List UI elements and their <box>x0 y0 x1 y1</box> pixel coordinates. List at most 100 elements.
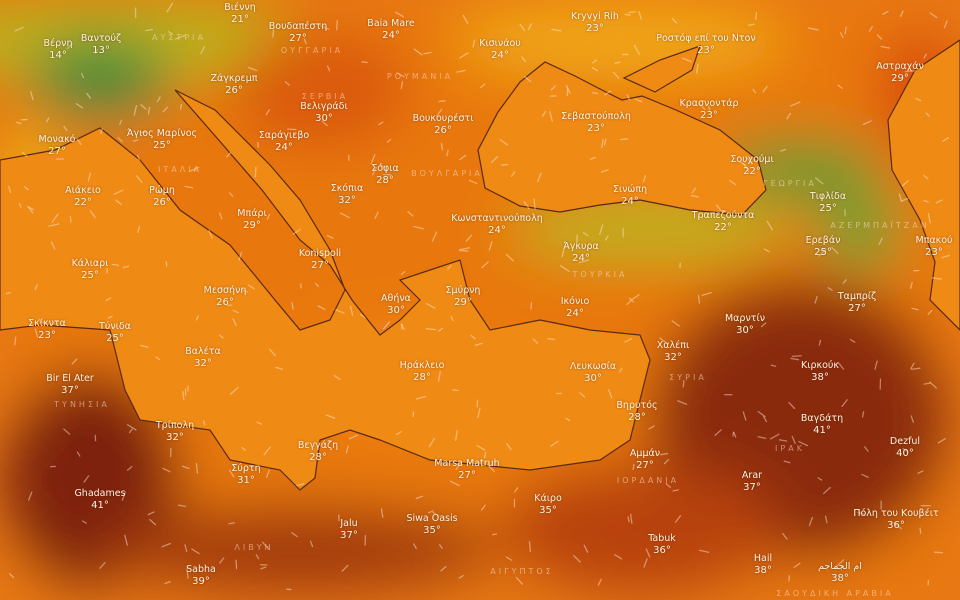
city-marker[interactable]: Κωνσταντινούπολη 24° <box>451 213 543 237</box>
wind-streak <box>919 527 922 534</box>
city-marker[interactable]: Ghadames 41° <box>74 488 125 512</box>
city-marker[interactable]: ام الجماجم 38° <box>818 561 862 585</box>
city-marker[interactable]: Χαλέπι 32° <box>657 340 689 364</box>
city-marker[interactable]: Ερεβάν 25° <box>806 235 841 259</box>
city-temperature: 38° <box>754 565 772 576</box>
city-marker[interactable]: Άγιος Μαρίνος 25° <box>127 128 197 152</box>
city-marker[interactable]: Άγκυρα 24° <box>563 241 599 265</box>
city-marker[interactable]: Σμύρνη 29° <box>446 285 481 309</box>
city-marker[interactable]: Σόφια 28° <box>371 163 399 187</box>
wind-streak <box>696 63 699 74</box>
city-marker[interactable]: Τραπεζούντα 22° <box>692 210 755 234</box>
city-marker[interactable]: Marsa Matruh 27° <box>434 458 499 482</box>
wind-streak <box>71 358 78 365</box>
city-marker[interactable]: Τρίπολη 32° <box>156 420 194 444</box>
city-marker[interactable]: Jalu 37° <box>340 518 358 542</box>
wind-streak <box>438 100 446 103</box>
city-marker[interactable]: Κάιρο 35° <box>534 493 562 517</box>
wind-streak <box>476 445 486 451</box>
city-temperature: 25° <box>81 270 99 281</box>
city-marker[interactable]: Kryvyi Rih 23° <box>571 11 619 35</box>
city-temperature: 39° <box>192 576 210 587</box>
city-marker[interactable]: Μπάρι 29° <box>237 208 266 232</box>
wind-streak <box>105 297 112 302</box>
city-temperature: 27° <box>311 260 329 271</box>
wind-streak <box>901 180 909 187</box>
wind-streak <box>612 71 620 79</box>
city-marker[interactable]: Κιρκούκ 38° <box>801 360 839 384</box>
city-marker[interactable]: Hail 38° <box>754 553 772 577</box>
city-marker[interactable]: Σουχούμι 22° <box>730 154 773 178</box>
wind-streak <box>147 511 155 516</box>
city-marker[interactable]: Ταμπρίζ 27° <box>838 291 876 315</box>
city-marker[interactable]: Βαγδάτη 41° <box>801 413 843 437</box>
city-marker[interactable]: Αστραχάν 29° <box>876 61 924 85</box>
city-marker[interactable]: Βέρνη 14° <box>43 38 72 62</box>
wind-streak <box>911 367 921 370</box>
city-marker[interactable]: Βιέννη 21° <box>224 2 256 26</box>
wind-streak <box>456 69 466 73</box>
city-marker[interactable]: Βεγγάζη 28° <box>298 440 338 464</box>
city-marker[interactable]: Σαράγιεβο 24° <box>259 130 309 154</box>
city-marker[interactable]: Βουκουρέστι 26° <box>413 113 474 137</box>
city-marker[interactable]: Λευκωσία 30° <box>570 361 616 385</box>
city-temperature: 24° <box>572 253 590 264</box>
city-name: Κάιρο <box>534 493 562 504</box>
wind-streak <box>592 59 598 64</box>
city-marker[interactable]: Τύνιδα 25° <box>99 321 131 345</box>
city-marker[interactable]: Σεβαστούπολη 23° <box>561 111 631 135</box>
wind-streak <box>665 482 672 488</box>
wind-streak <box>483 451 487 459</box>
city-marker[interactable]: Sabha 39° <box>186 564 216 588</box>
city-marker[interactable]: Κρασνοντάρ 23° <box>680 98 739 122</box>
city-marker[interactable]: Ηράκλειο 28° <box>400 360 445 384</box>
city-marker[interactable]: Μαρντίν 30° <box>725 313 765 337</box>
city-marker[interactable]: Τιφλίδα 25° <box>810 191 846 215</box>
city-temperature: 29° <box>243 220 261 231</box>
city-marker[interactable]: Βαλέτα 32° <box>185 346 221 370</box>
city-temperature: 38° <box>811 372 829 383</box>
city-marker[interactable]: Dezful 40° <box>890 436 920 460</box>
wind-streak <box>296 483 305 487</box>
city-marker[interactable]: Κισινάου 24° <box>479 38 521 62</box>
city-marker[interactable]: Μονακό 27° <box>39 134 76 158</box>
city-marker[interactable]: Βαντούζ 13° <box>81 33 121 57</box>
city-marker[interactable]: Βηρυτός 28° <box>616 400 657 424</box>
city-marker[interactable]: Βουδαπέστη 27° <box>269 21 328 45</box>
city-marker[interactable]: Σινώπη 24° <box>613 184 647 208</box>
wind-streak <box>167 31 173 35</box>
city-marker[interactable]: Siwa Oasis 35° <box>406 513 457 537</box>
city-marker[interactable]: Σύρτη 31° <box>231 463 260 487</box>
city-marker[interactable]: Αιάκειο 22° <box>65 185 101 209</box>
city-marker[interactable]: Konispoli 27° <box>299 248 341 272</box>
city-marker[interactable]: Ικόνιο 24° <box>561 296 590 320</box>
city-marker[interactable]: Μεσσήνη 26° <box>204 285 247 309</box>
city-marker[interactable]: Tabuk 36° <box>648 533 676 557</box>
wind-streak <box>614 554 623 560</box>
city-name: Κωνσταντινούπολη <box>451 213 543 224</box>
city-marker[interactable]: Κάλιαρι 25° <box>72 258 109 282</box>
city-marker[interactable]: Arar 37° <box>742 470 762 494</box>
city-marker[interactable]: Bir El Ater 37° <box>46 373 94 397</box>
city-marker[interactable]: Αθήνα 30° <box>381 293 411 317</box>
wind-streak <box>715 204 722 211</box>
wind-streak <box>232 318 237 326</box>
wind-streak <box>341 564 349 572</box>
wind-streak <box>386 138 392 143</box>
city-marker[interactable]: Baia Mare 24° <box>367 18 414 42</box>
city-marker[interactable]: Βελιγράδι 30° <box>300 101 347 125</box>
city-marker[interactable]: Πόλη του Κουβέιτ 36° <box>853 508 938 532</box>
city-marker[interactable]: Ροστόφ επί του Ντον 23° <box>656 33 755 57</box>
city-marker[interactable]: Μπακού 23° <box>915 235 952 259</box>
city-marker[interactable]: Αμμάν 27° <box>630 448 660 472</box>
city-marker[interactable]: Ζάγκρεμπ 26° <box>211 73 258 97</box>
wind-streak <box>674 515 682 523</box>
city-name: Baia Mare <box>367 18 415 29</box>
city-marker[interactable]: Σκίκντα 23° <box>28 318 66 342</box>
city-marker[interactable]: Σκόπια 32° <box>331 183 364 207</box>
wind-streak <box>413 225 424 230</box>
city-marker[interactable]: Ρώμη 26° <box>149 185 175 209</box>
wind-streak <box>864 446 869 452</box>
